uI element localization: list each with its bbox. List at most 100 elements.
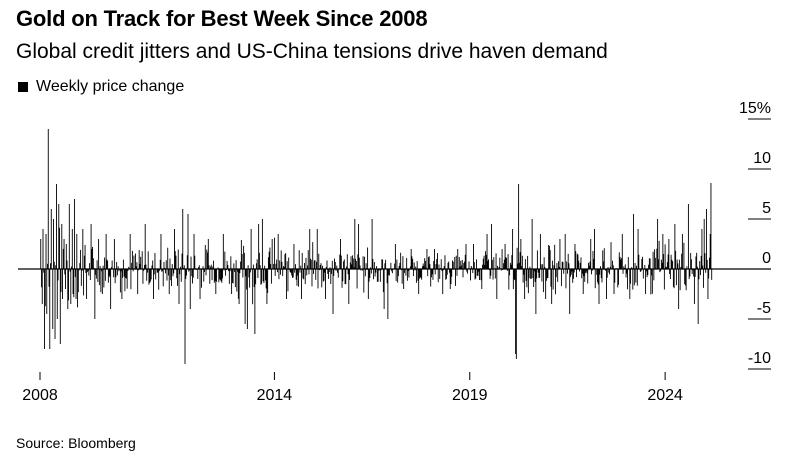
bar bbox=[261, 269, 263, 284]
bar bbox=[153, 269, 155, 275]
bar bbox=[317, 269, 319, 289]
bar bbox=[461, 259, 463, 269]
bar bbox=[478, 269, 480, 272]
bar bbox=[170, 269, 172, 281]
legend-swatch bbox=[18, 82, 28, 92]
bar bbox=[221, 269, 223, 283]
bar bbox=[315, 269, 317, 280]
bar bbox=[579, 263, 581, 269]
bar bbox=[382, 269, 384, 293]
bar bbox=[654, 257, 656, 269]
bar bbox=[336, 265, 338, 269]
bar bbox=[540, 264, 542, 269]
bar bbox=[449, 269, 450, 273]
bar bbox=[109, 269, 111, 278]
bar bbox=[288, 257, 290, 269]
bar bbox=[350, 256, 352, 269]
bar bbox=[439, 269, 441, 279]
bar bbox=[210, 266, 212, 269]
legend-label: Weekly price change bbox=[36, 78, 185, 95]
bar bbox=[485, 254, 487, 269]
bar bbox=[156, 269, 158, 273]
bar bbox=[161, 269, 163, 272]
bar bbox=[185, 269, 187, 280]
bar bbox=[427, 269, 429, 277]
bar bbox=[618, 269, 619, 285]
bar bbox=[419, 269, 421, 278]
bar bbox=[382, 259, 384, 269]
bar bbox=[60, 269, 62, 292]
bar bbox=[183, 265, 185, 269]
bar bbox=[207, 252, 208, 269]
bar bbox=[44, 269, 46, 307]
bar bbox=[695, 256, 697, 269]
bar bbox=[73, 269, 75, 298]
bar bbox=[65, 244, 67, 269]
bar bbox=[216, 269, 218, 270]
bar bbox=[418, 269, 420, 279]
bar bbox=[59, 269, 61, 344]
bar bbox=[125, 269, 127, 279]
bar bbox=[612, 260, 613, 269]
bar bbox=[340, 255, 342, 269]
bar bbox=[609, 269, 610, 275]
bar bbox=[122, 259, 124, 269]
bar bbox=[356, 269, 358, 289]
bar bbox=[524, 269, 526, 299]
bar bbox=[481, 269, 483, 289]
bar bbox=[328, 269, 329, 279]
bar bbox=[617, 269, 619, 288]
bar bbox=[708, 269, 710, 279]
bar bbox=[329, 267, 331, 269]
bar bbox=[237, 269, 239, 299]
bar bbox=[671, 259, 673, 269]
bar bbox=[526, 269, 528, 288]
bar bbox=[503, 263, 505, 269]
bar bbox=[497, 269, 499, 270]
bar bbox=[95, 269, 97, 275]
x-tick-label: 2024 bbox=[647, 387, 683, 404]
bar bbox=[661, 262, 663, 269]
bar bbox=[293, 244, 295, 269]
bar bbox=[147, 251, 149, 269]
bar bbox=[301, 252, 303, 269]
bar bbox=[283, 267, 285, 269]
bar bbox=[474, 269, 476, 280]
bar bbox=[388, 269, 390, 276]
bar bbox=[71, 266, 73, 269]
bar bbox=[234, 269, 236, 288]
bar bbox=[594, 229, 595, 269]
bar bbox=[522, 269, 524, 283]
bar bbox=[337, 269, 339, 278]
bar bbox=[263, 269, 265, 283]
bar bbox=[232, 269, 234, 284]
bar bbox=[430, 269, 432, 278]
bar bbox=[164, 267, 166, 269]
bar bbox=[701, 229, 703, 269]
bar bbox=[343, 261, 344, 269]
bar bbox=[279, 260, 281, 269]
bar bbox=[591, 269, 592, 275]
bar bbox=[710, 183, 712, 269]
bar bbox=[225, 269, 227, 276]
bar bbox=[53, 261, 55, 269]
bar bbox=[269, 247, 271, 269]
bar bbox=[441, 269, 443, 272]
bar bbox=[400, 269, 402, 271]
bar bbox=[502, 269, 504, 270]
bar bbox=[370, 269, 372, 274]
bar bbox=[160, 234, 162, 269]
bar bbox=[407, 269, 409, 272]
bar bbox=[249, 269, 251, 273]
bar bbox=[613, 269, 615, 294]
bar bbox=[122, 269, 124, 278]
bar bbox=[434, 269, 436, 275]
bar bbox=[426, 249, 428, 269]
bar bbox=[213, 269, 215, 283]
bar bbox=[551, 260, 553, 269]
bar bbox=[533, 269, 535, 272]
bar bbox=[611, 268, 613, 270]
bar bbox=[475, 269, 477, 279]
bar bbox=[80, 249, 82, 269]
bar bbox=[347, 269, 349, 275]
